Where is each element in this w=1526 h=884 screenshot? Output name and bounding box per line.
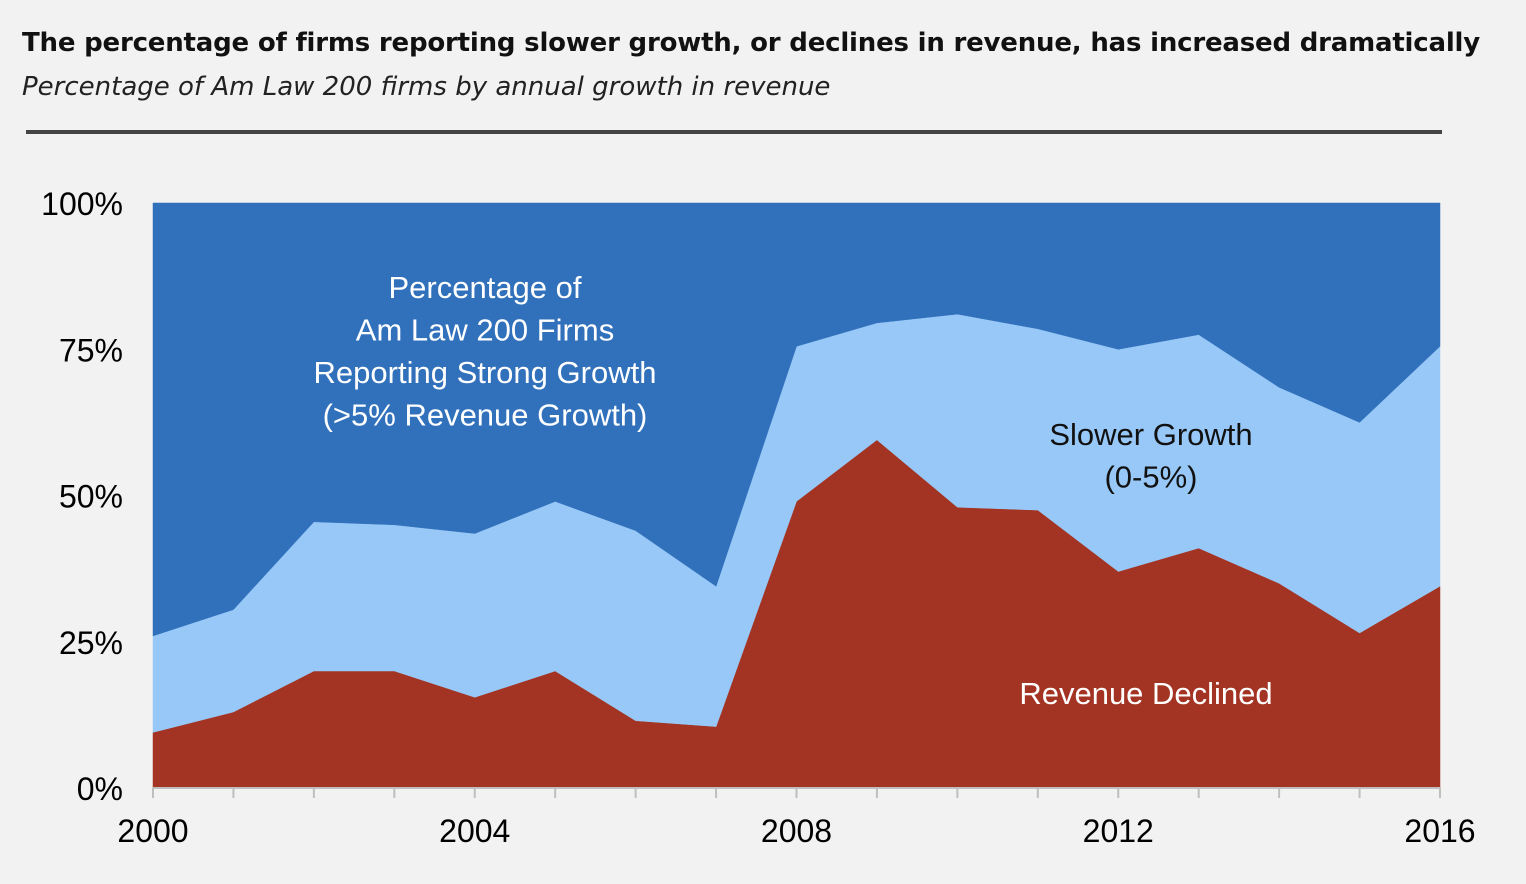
y-tick-label: 25% [59, 625, 123, 661]
area-strong-growth-5-revenue-growth [152, 202, 1441, 637]
x-tick-label: 2012 [1083, 813, 1154, 849]
chart-subtitle: Percentage of Am Law 200 firms by annual… [22, 72, 831, 102]
title-divider [26, 130, 1442, 134]
x-tick-label: 2016 [1404, 813, 1475, 849]
x-tick-label: 2008 [761, 813, 832, 849]
area-label-slower-growth-0-5: (0-5%) [1104, 460, 1197, 495]
area-label-strong-growth-5-revenue-growth: Am Law 200 Firms [356, 313, 614, 348]
area-label-strong-growth-5-revenue-growth: (>5% Revenue Growth) [323, 398, 648, 433]
y-tick-label: 75% [59, 332, 123, 368]
area-label-strong-growth-5-revenue-growth: Reporting Strong Growth [314, 355, 657, 390]
y-tick-label: 50% [59, 479, 123, 515]
x-tick-label: 2004 [439, 813, 510, 849]
area-label-strong-growth-5-revenue-growth: Percentage of [388, 270, 581, 305]
y-tick-label: 100% [41, 186, 123, 222]
area-label-revenue-declined: Revenue Declined [1019, 676, 1272, 711]
x-tick-label: 2000 [117, 813, 188, 849]
area-label-slower-growth-0-5: Slower Growth [1049, 417, 1252, 452]
chart-title: The percentage of firms reporting slower… [22, 28, 1480, 58]
y-tick-label: 0% [77, 771, 123, 807]
